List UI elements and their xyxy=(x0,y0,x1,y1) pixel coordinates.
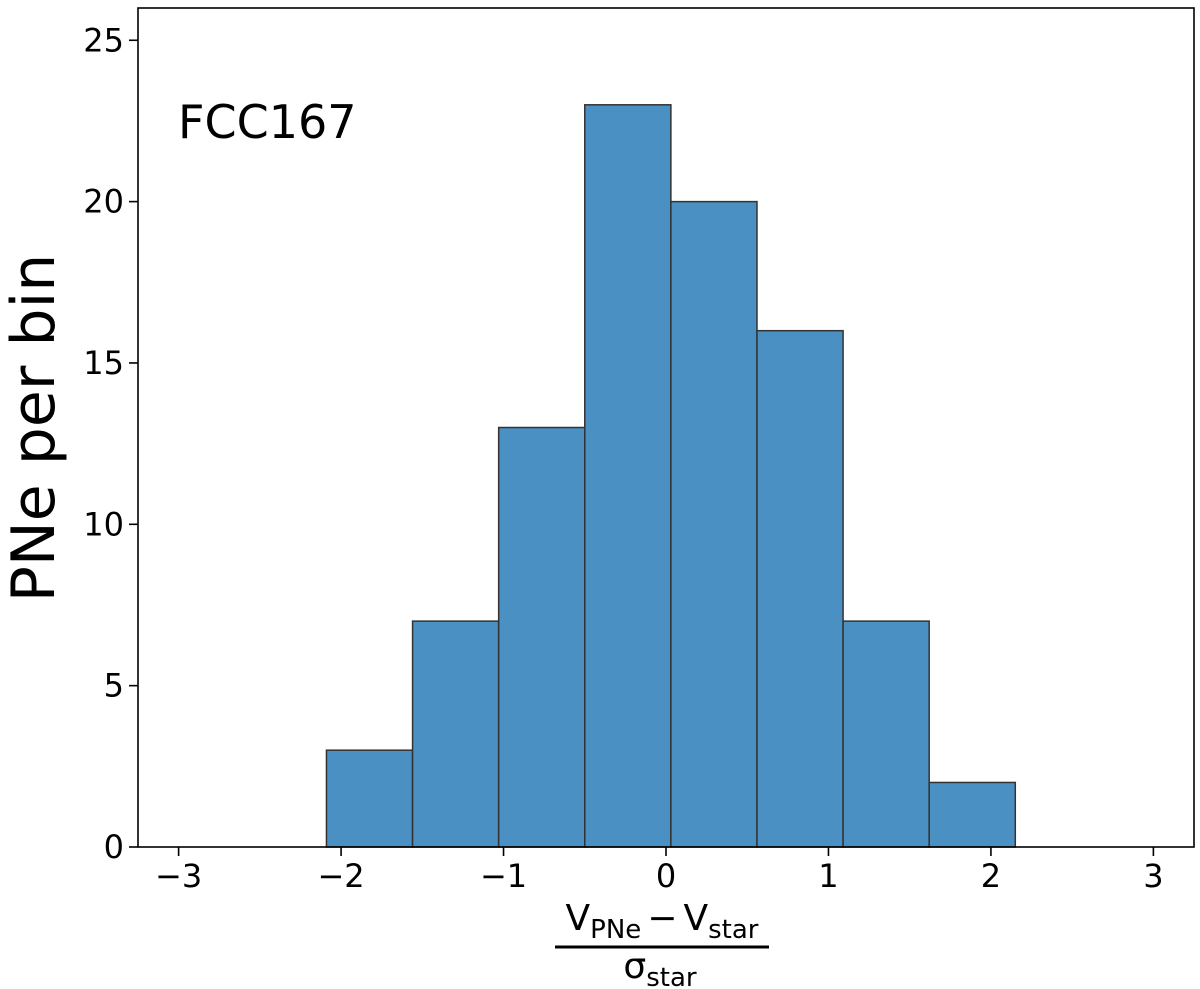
x-tick-label: 0 xyxy=(656,857,676,895)
histogram-bar xyxy=(497,426,586,848)
y-axis-label: PNe per bin xyxy=(0,254,69,603)
histogram-bar xyxy=(756,329,844,848)
x-tick-label: 3 xyxy=(1143,857,1163,895)
y-tick-label: 15 xyxy=(83,344,124,382)
y-tick-label: 10 xyxy=(83,505,124,543)
histogram-bar xyxy=(411,620,500,848)
chart-annotation: FCC167 xyxy=(178,95,357,149)
x-tick-label: −3 xyxy=(155,857,202,895)
y-tick-label: 25 xyxy=(83,21,124,59)
bars-group xyxy=(325,104,1017,848)
histogram-bar xyxy=(928,781,1017,848)
histogram-bar xyxy=(670,200,758,848)
y-tick-label: 20 xyxy=(83,183,124,221)
histogram-bar xyxy=(584,104,672,848)
x-tick-label: −2 xyxy=(317,857,364,895)
y-tick-label: 0 xyxy=(104,828,124,866)
histogram-bar xyxy=(325,749,414,848)
x-tick-label: 1 xyxy=(818,857,838,895)
y-tick-label: 5 xyxy=(104,667,124,705)
x-axis-label-numerator: VPNe − Vstar xyxy=(566,898,759,945)
y-axis: 0 5 10 15 20 25 xyxy=(83,21,138,866)
x-tick-label: −1 xyxy=(480,857,527,895)
x-axis-label-denominator: σstar xyxy=(623,946,697,989)
x-axis: −3 −2 −1 0 1 2 3 xyxy=(155,847,1164,895)
x-axis-label: VPNe − Vstar σstar xyxy=(555,898,769,989)
histogram-bar xyxy=(842,620,930,848)
x-tick-label: 2 xyxy=(981,857,1001,895)
